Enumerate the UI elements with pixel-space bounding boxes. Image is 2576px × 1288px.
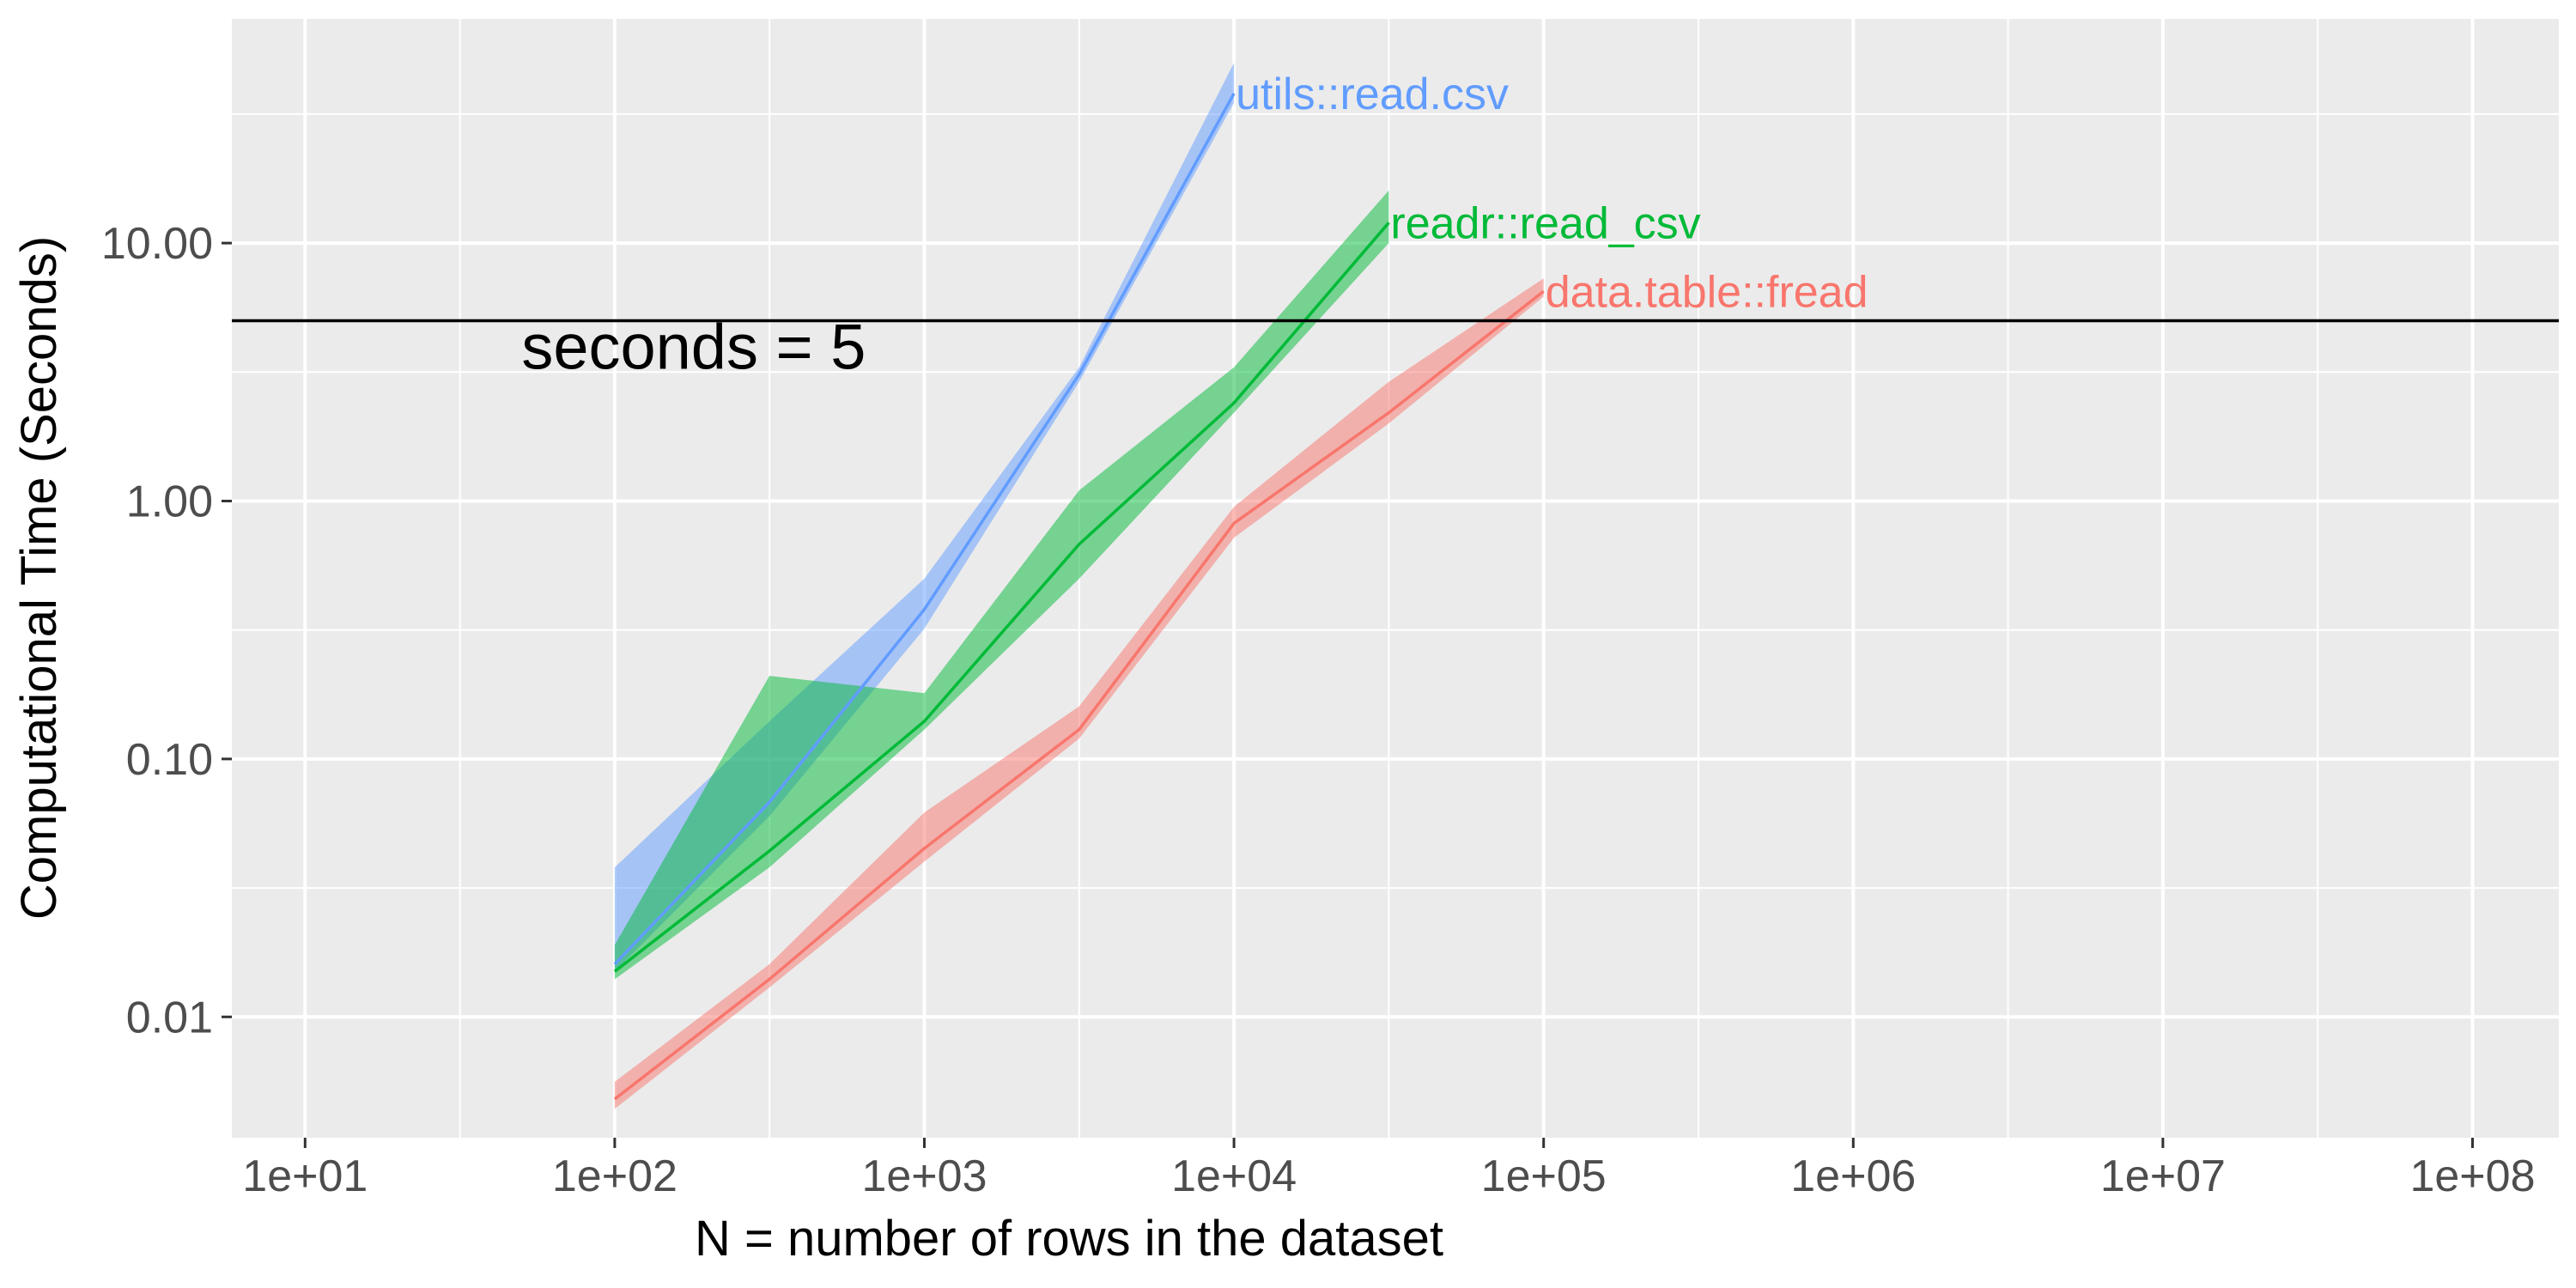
series-labels: utils::read.csvreadr::read_csvdata.table… <box>1236 70 1868 317</box>
reference-line-label: seconds = 5 <box>521 312 866 383</box>
minor-gridlines <box>232 19 2559 1138</box>
y-tick-label: 1.00 <box>126 477 213 526</box>
y-axis-title: Computational Time (Seconds) <box>11 236 67 920</box>
x-axis-ticks: 1e+01 1e+02 1e+03 1e+04 1e+05 1e+06 1e+07 1e+08 <box>242 1138 2536 1201</box>
series-end-label: readr::read_csv <box>1390 198 1700 248</box>
x-tick-label: 1e+03 <box>861 1151 987 1201</box>
major-gridlines <box>232 19 2559 1138</box>
y-axis-ticks: 0.01 0.10 1.00 10.00 <box>101 219 232 1042</box>
series-ribbon <box>614 278 1544 1109</box>
x-tick-label: 1e+02 <box>552 1151 677 1201</box>
series-median-line <box>613 222 1390 973</box>
median-lines <box>613 93 1545 1101</box>
y-tick-label: 10.00 <box>101 219 213 269</box>
x-tick-label: 1e+04 <box>1171 1151 1297 1201</box>
series-end-label: data.table::fread <box>1546 267 1868 317</box>
series-median-line <box>613 289 1545 1101</box>
x-tick-label: 1e+06 <box>1790 1151 1916 1201</box>
ribbons <box>614 63 1544 1109</box>
y-tick-label: 0.10 <box>126 735 213 785</box>
x-axis-title: N = number of rows in the dataset <box>695 1211 1443 1267</box>
x-tick-label: 1e+08 <box>2409 1151 2535 1201</box>
series-end-label: utils::read.csv <box>1236 70 1509 119</box>
x-tick-label: 1e+05 <box>1481 1151 1607 1201</box>
plot-panel <box>232 19 2559 1138</box>
reference-line-group: seconds = 5 <box>232 312 2559 383</box>
y-tick-label: 0.01 <box>126 993 213 1042</box>
x-tick-label: 1e+01 <box>242 1151 368 1201</box>
x-tick-label: 1e+07 <box>2100 1151 2226 1201</box>
series-ribbon <box>614 190 1389 980</box>
series-median-line <box>613 93 1236 966</box>
